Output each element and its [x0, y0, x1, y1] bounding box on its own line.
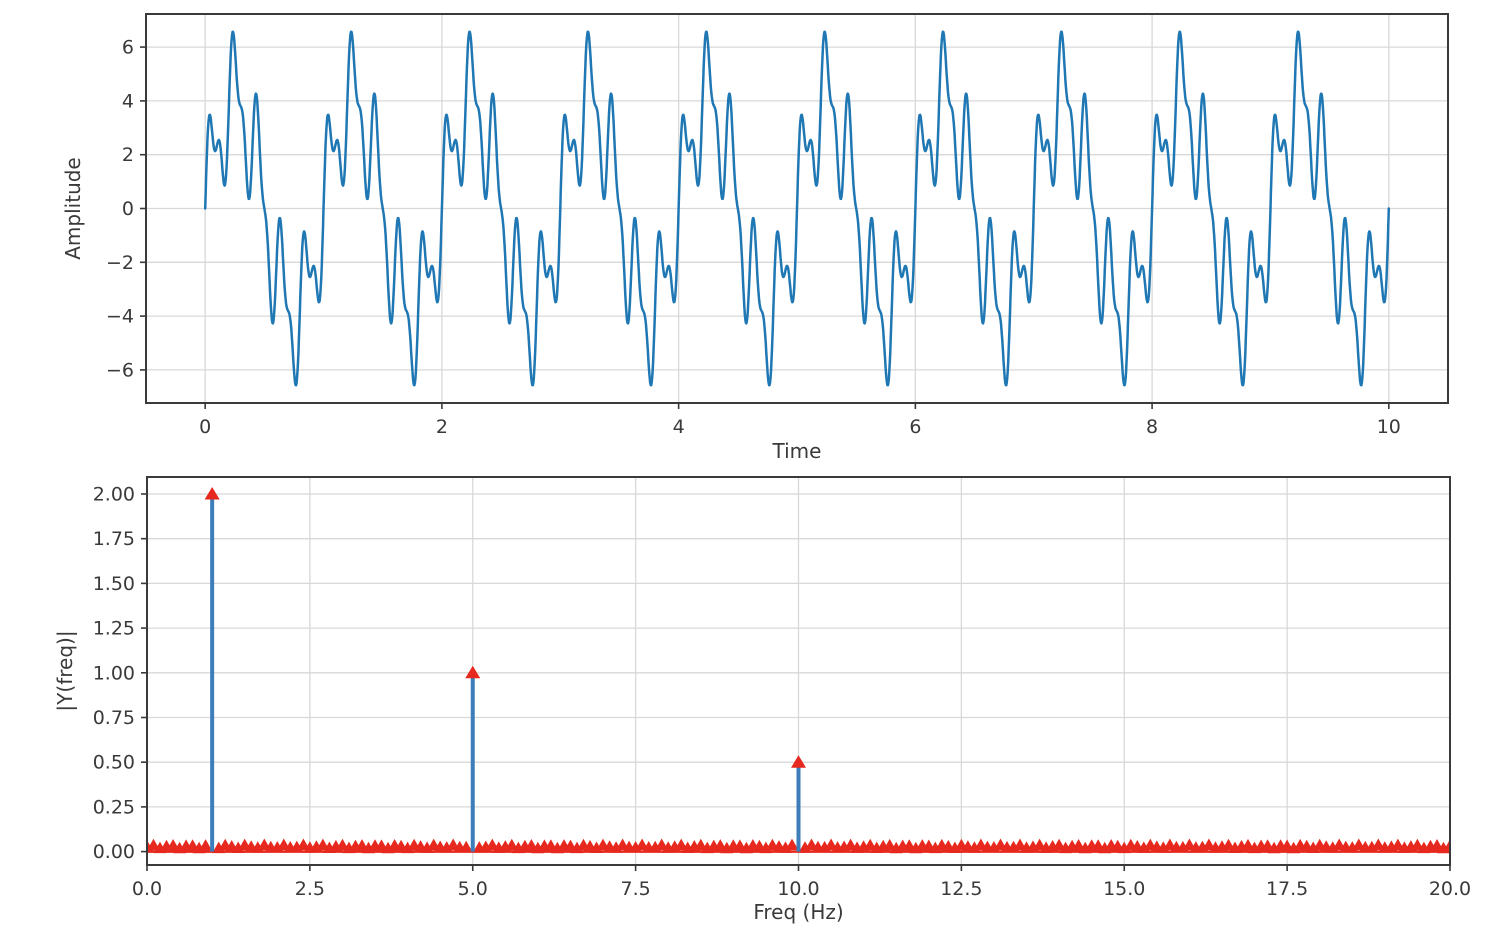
x-tick-label: 7.5: [621, 878, 651, 900]
tick-labels: 0 2 4 6 8 10 −6 −4 −2 0 2 4 6: [106, 37, 1401, 438]
y-tick-label: 0.25: [93, 796, 135, 818]
tick-labels: 0.0 2.5 5.0 7.5 10.0 12.5 15.0 17.5 20.0 0.00 0.25…: [93, 483, 1471, 900]
y-tick-label: −6: [106, 359, 134, 381]
x-tick-label: 4: [673, 416, 685, 438]
x-tick-label: 0.0: [132, 878, 162, 900]
y-tick-label: 1.00: [93, 662, 135, 684]
y-tick-label: −2: [106, 252, 134, 274]
plot-area: [203, 30, 1391, 387]
x-tick-label: 0: [199, 416, 211, 438]
y-axis-label: |Y(freq)|: [53, 630, 77, 711]
y-tick-label: 4: [122, 90, 134, 112]
x-axis-label: Time: [772, 439, 822, 463]
x-tick-label: 12.5: [940, 878, 982, 900]
y-tick-label: −4: [106, 306, 134, 328]
plot-area: [146, 486, 1451, 854]
tick-marks: [141, 493, 1451, 871]
x-tick-label: 20.0: [1429, 878, 1471, 900]
x-tick-label: 10.0: [777, 878, 819, 900]
peak-marker: [791, 755, 806, 768]
y-tick-label: 0.00: [93, 841, 135, 863]
peak-marker: [204, 486, 220, 500]
y-tick-label: 6: [122, 37, 134, 59]
y-tick-label: 1.25: [93, 618, 135, 640]
signal-line: [203, 30, 1391, 387]
x-tick-label: 10: [1377, 416, 1401, 438]
noise-floor-markers: [146, 838, 1451, 854]
x-axis-label: Freq (Hz): [753, 900, 843, 924]
y-tick-label: 0: [122, 198, 134, 220]
tick-marks: [140, 46, 1390, 409]
x-tick-label: 17.5: [1266, 878, 1308, 900]
x-tick-label: 2.5: [295, 878, 325, 900]
y-tick-label: 2.00: [93, 483, 135, 505]
y-tick-label: 1.50: [93, 573, 135, 595]
y-tick-label: 0.50: [93, 752, 135, 774]
y-tick-label: 1.75: [93, 528, 135, 550]
x-tick-label: 2: [436, 416, 448, 438]
x-tick-label: 6: [909, 416, 921, 438]
peak-marker: [465, 665, 481, 679]
y-tick-label: 0.75: [93, 707, 135, 729]
x-tick-label: 5.0: [458, 878, 488, 900]
y-axis-label: Amplitude: [61, 157, 85, 260]
x-tick-label: 15.0: [1103, 878, 1145, 900]
x-tick-label: 8: [1146, 416, 1158, 438]
y-tick-label: 2: [122, 144, 134, 166]
